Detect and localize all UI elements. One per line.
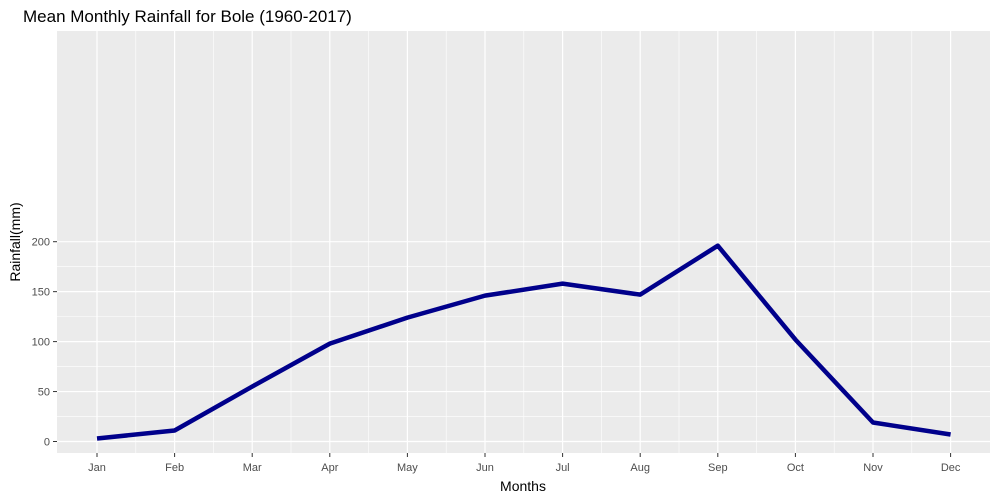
x-tick-label: Jun <box>476 462 494 474</box>
x-tick-label: Sep <box>708 462 728 474</box>
y-tick-label: 0 <box>44 437 50 449</box>
y-tick-label: 150 <box>32 287 50 299</box>
x-tick-label: May <box>397 462 418 474</box>
x-tick-label: Dec <box>941 462 961 474</box>
y-tick-label: 100 <box>32 337 50 349</box>
x-axis: Jan Feb Mar Apr May Jun Jul Aug Sep Oct Nov Dec <box>88 453 961 474</box>
x-axis-title: Months <box>500 478 546 494</box>
x-tick-label: Aug <box>630 462 650 474</box>
grid-lines <box>57 31 990 453</box>
x-tick-label: Oct <box>787 462 804 474</box>
x-tick-label: Jan <box>88 462 106 474</box>
series-line <box>96 243 951 441</box>
x-tick-label: Apr <box>321 462 338 474</box>
y-tick-label: 50 <box>38 387 50 399</box>
chart-title: Mean Monthly Rainfall for Bole (1960-201… <box>23 7 352 26</box>
y-tick-label: 200 <box>32 237 50 249</box>
x-tick-label: Mar <box>243 462 262 474</box>
y-axis-title: Rainfall(mm) <box>7 202 23 281</box>
series-lines <box>96 243 951 441</box>
x-tick-label: Jul <box>556 462 570 474</box>
x-tick-label: Feb <box>165 462 184 474</box>
x-tick-label: Nov <box>863 462 883 474</box>
y-axis: 0 50 100 150 200 <box>32 237 57 449</box>
